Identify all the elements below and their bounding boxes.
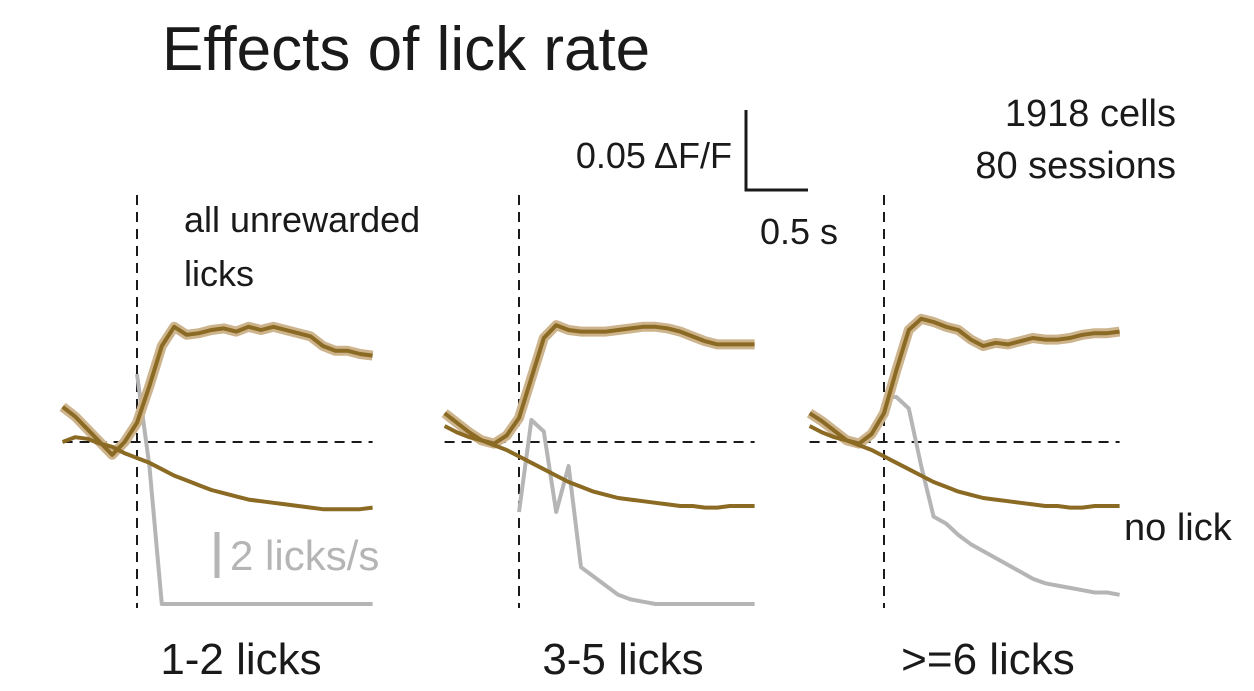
lick-trace [808,316,1120,446]
panel-3: >=6 licks [806,195,1121,684]
scalebar-lines [744,110,808,192]
no-lick-trace [808,424,1120,510]
figure-title: Effects of lick rate [162,15,650,84]
panel-1: 1-2 licks [59,195,374,684]
lick-trace [61,324,373,457]
lick-trace [443,323,755,446]
rate-scalebar-label: 2 licks/s [230,532,379,579]
annotation-line-2: licks [184,253,254,294]
lick-rate-trace [517,418,755,606]
scalebar-x-label: 0.5 s [760,211,838,252]
panels: 1-2 licks 3-5 licks >=6 licks [59,195,1121,684]
panel-title: 3-5 licks [542,635,703,684]
panel-2: 3-5 licks [441,195,755,684]
no-lick-trace [443,424,755,510]
scalebar-y-label: 0.05 ΔF/F [576,135,732,176]
cell-count: 1918 cells [1005,93,1176,135]
lick-rate-trace [135,373,373,606]
annotation-line-1: all unrewarded [184,199,420,240]
panel-title: >=6 licks [901,635,1075,684]
panel-title: 1-2 licks [160,635,321,684]
lick-rate-trace [884,395,1120,597]
no-lick-trace [61,435,373,512]
no-lick-label: no lick [1124,507,1233,549]
session-count: 80 sessions [975,145,1176,187]
